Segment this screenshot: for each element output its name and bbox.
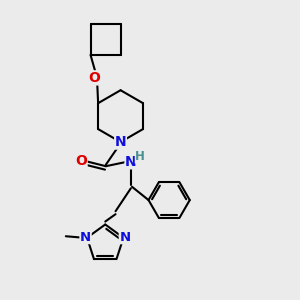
Text: N: N	[115, 135, 126, 149]
Text: O: O	[75, 154, 87, 168]
Text: H: H	[135, 150, 145, 163]
Text: N: N	[80, 231, 91, 244]
Text: N: N	[119, 231, 130, 244]
Text: O: O	[88, 71, 100, 85]
Text: N: N	[125, 155, 137, 169]
